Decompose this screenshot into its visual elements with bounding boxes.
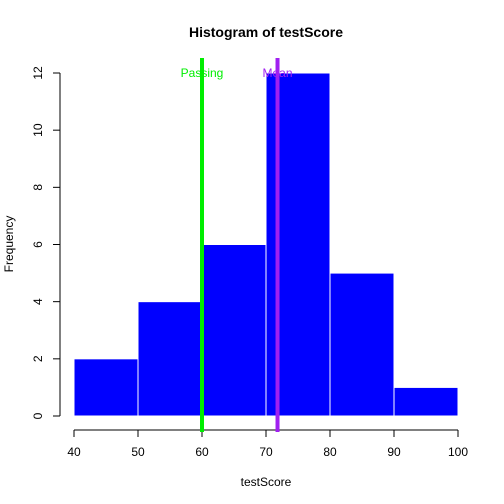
x-tick-label-6: 100 <box>448 445 468 459</box>
x-tick-label-3: 70 <box>259 445 273 459</box>
y-axis: 0 2 4 6 8 10 12 <box>31 66 61 419</box>
y-tick-label-4: 8 <box>31 184 45 191</box>
histogram-bar-2 <box>201 244 267 417</box>
x-axis: 40 50 60 70 80 90 100 <box>67 429 468 459</box>
bars-group <box>73 72 459 417</box>
y-tick-label-3: 6 <box>31 241 45 248</box>
y-tick-label-5: 10 <box>31 123 45 137</box>
x-tick-label-5: 90 <box>387 445 401 459</box>
histogram-bar-5 <box>393 386 459 417</box>
y-tick-label-1: 2 <box>31 355 45 362</box>
x-tick-label-1: 50 <box>131 445 145 459</box>
histogram-bar-0 <box>73 358 139 417</box>
x-tick-label-2: 60 <box>195 445 209 459</box>
x-tick-label-4: 80 <box>323 445 337 459</box>
reference-lines-group: Passing Mean <box>181 58 293 432</box>
y-tick-label-2: 4 <box>31 298 45 305</box>
x-tick-label-0: 40 <box>67 445 81 459</box>
x-axis-label: testScore <box>241 475 292 489</box>
passing-label: Passing <box>181 66 224 80</box>
mean-label: Mean <box>263 66 293 80</box>
histogram-bar-1 <box>137 301 203 417</box>
chart-title: Histogram of testScore <box>189 24 343 40</box>
y-axis-label: Frequency <box>2 216 16 273</box>
histogram-bar-4 <box>329 272 395 417</box>
y-tick-label-6: 12 <box>31 66 45 80</box>
y-tick-label-0: 0 <box>31 412 45 419</box>
